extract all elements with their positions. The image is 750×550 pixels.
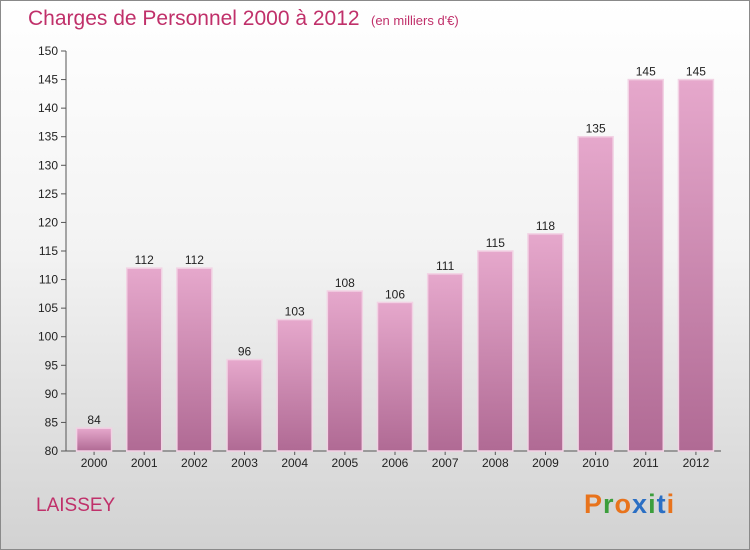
data-label: 118 [536,219,555,233]
logo-letter: o [614,489,633,519]
place-name: LAISSEY [36,495,116,516]
x-tick-label: 2001 [131,456,158,470]
bar [125,267,163,452]
bar [226,358,263,452]
bar [627,78,665,452]
x-tick-label: 2012 [683,456,710,470]
chart-title: Charges de Personnel 2000 à 2012 [28,7,360,30]
x-tick-label: 2007 [432,456,459,470]
x-tick-label: 2008 [482,456,509,470]
bar [176,267,213,452]
logo-letter: P [584,489,604,519]
x-tick-label: 2009 [532,456,559,470]
chart-subtitle: (en milliers d'€) [371,13,459,28]
y-tick-label: 110 [39,273,58,287]
y-tick-label: 80 [45,444,59,458]
bar [75,427,113,452]
y-tick-label: 145 [38,73,58,87]
data-label: 84 [87,413,101,427]
y-tick-label: 85 [45,415,59,429]
y-tick-label: 130 [38,158,58,172]
y-tick-label: 150 [38,44,58,58]
data-label: 112 [135,253,154,267]
y-tick-label: 90 [45,387,59,401]
x-tick-label: 2006 [382,456,409,470]
data-label: 145 [636,65,656,79]
y-tick-label: 125 [38,187,58,201]
x-tick-label: 2003 [231,456,258,470]
data-label: 145 [686,65,706,79]
x-tick-label: 2002 [181,456,208,470]
y-tick-label: 115 [39,244,58,258]
x-tick-label: 2004 [281,456,308,470]
proxiti-logo: Proxiti [584,489,675,520]
data-label: 108 [335,276,355,290]
data-label: 96 [238,345,252,359]
bar [477,250,514,452]
y-tick-label: 95 [45,358,59,372]
y-tick-label: 140 [38,101,58,115]
bar [577,135,614,452]
data-label: 106 [385,287,405,301]
bar [276,318,313,452]
x-tick-label: 2010 [582,456,609,470]
y-tick-label: 100 [38,330,58,344]
data-label: 103 [285,305,305,319]
logo-letter: r [603,489,615,519]
data-label: 135 [586,122,606,136]
x-tick-label: 2005 [331,456,358,470]
data-label: 112 [185,253,204,267]
x-tick-label: 2000 [81,456,108,470]
x-tick-label: 2011 [633,456,659,470]
bar [376,301,414,452]
bar [326,290,364,452]
logo-letter: i [666,489,676,519]
y-tick-label: 120 [38,215,58,229]
logo-letter: i [648,489,657,519]
logo-letter: t [656,489,667,519]
y-tick-label: 105 [38,301,58,315]
bar [677,78,715,452]
data-label: 115 [486,236,505,250]
logo-letter: x [632,489,649,519]
bar [527,233,564,452]
bar [426,273,464,452]
y-tick-label: 135 [38,130,58,144]
data-label: 111 [436,259,455,273]
